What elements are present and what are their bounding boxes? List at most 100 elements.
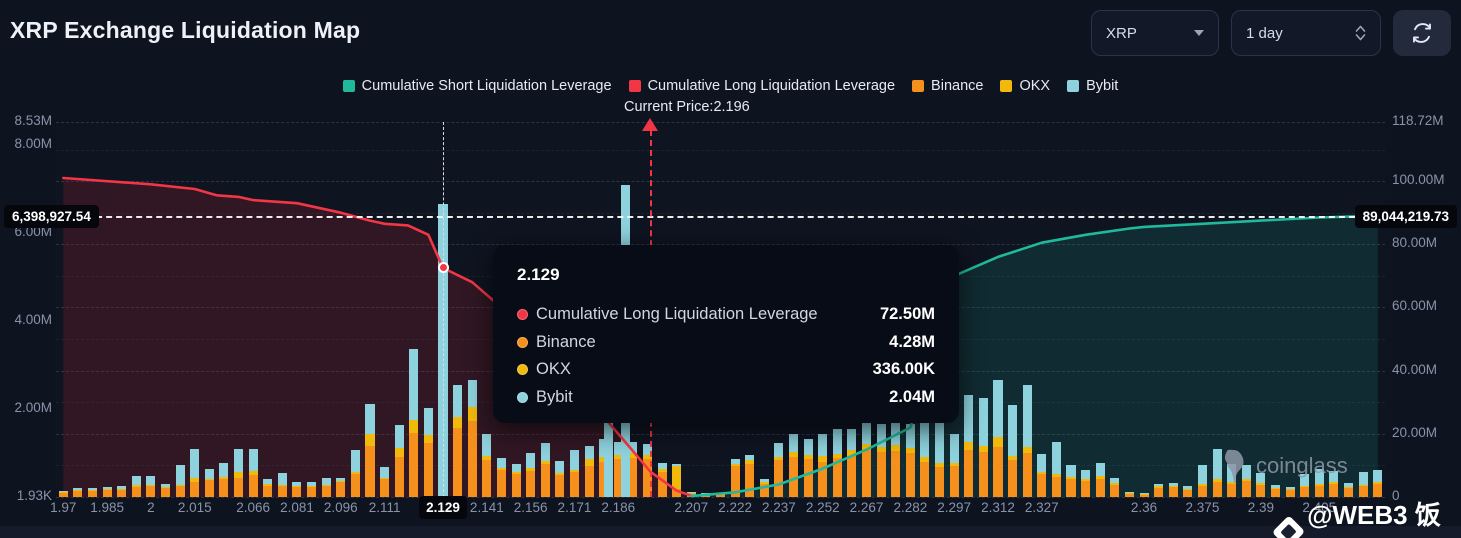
liquidation-bar[interactable] [1022, 385, 1032, 497]
liquidation-bar[interactable] [657, 462, 667, 497]
liquidation-bar[interactable] [788, 433, 799, 497]
liquidation-bar-bybit-tall[interactable] [438, 217, 448, 497]
liquidation-bar[interactable] [745, 454, 755, 497]
liquidation-bar[interactable] [993, 380, 1003, 497]
liquidation-bar[interactable] [234, 448, 244, 497]
liquidation-bar[interactable] [423, 408, 433, 497]
liquidation-bar[interactable] [599, 439, 609, 497]
refresh-button[interactable] [1393, 10, 1451, 56]
liquidation-bar[interactable] [482, 433, 492, 497]
liquidation-bar[interactable] [818, 433, 828, 497]
liquidation-bar[interactable] [672, 464, 682, 497]
liquidation-bar[interactable] [292, 481, 302, 497]
liquidation-bar[interactable] [935, 413, 945, 497]
liquidation-bar[interactable] [336, 478, 346, 497]
legend-item-bybit[interactable]: Bybit [1067, 78, 1118, 94]
liquidation-bar[interactable] [175, 465, 185, 497]
liquidation-bar[interactable] [759, 479, 769, 497]
liquidation-bar[interactable] [584, 446, 594, 497]
liquidation-bar[interactable] [774, 443, 784, 497]
liquidation-bar[interactable] [847, 429, 857, 497]
liquidation-bar[interactable] [146, 476, 156, 497]
liquidation-bar[interactable] [58, 490, 68, 497]
liquidation-bar[interactable] [350, 450, 360, 497]
legend-item-okx[interactable]: OKX [1000, 78, 1050, 94]
liquidation-bar[interactable] [1314, 468, 1324, 497]
liquidation-bar[interactable] [920, 417, 930, 497]
liquidation-bar[interactable] [905, 424, 915, 497]
liquidation-bar[interactable] [380, 467, 390, 497]
liquidation-bar[interactable] [307, 481, 317, 497]
liquidation-bar[interactable] [87, 488, 98, 497]
bar-segment-bybit [745, 454, 755, 461]
liquidation-bar[interactable] [496, 457, 506, 497]
liquidation-bar[interactable] [1168, 482, 1178, 497]
liquidation-bar[interactable] [1008, 404, 1018, 497]
timerange-select[interactable]: 1 day [1231, 10, 1381, 56]
liquidation-bar[interactable] [1270, 485, 1280, 497]
liquidation-bar[interactable] [263, 478, 273, 497]
liquidation-bar[interactable] [876, 424, 886, 497]
liquidation-bar[interactable] [1095, 463, 1105, 497]
bar-segment-binance [409, 432, 419, 497]
liquidation-bar[interactable] [1197, 464, 1207, 497]
liquidation-bar[interactable] [1183, 486, 1193, 497]
liquidation-bar[interactable] [204, 468, 214, 497]
liquidation-bar[interactable] [1285, 486, 1295, 497]
liquidation-bar[interactable] [803, 439, 813, 497]
liquidation-bar[interactable] [409, 349, 419, 497]
liquidation-bar[interactable] [526, 453, 536, 497]
liquidation-bar[interactable] [190, 448, 200, 497]
liquidation-bar[interactable] [730, 459, 740, 497]
liquidation-bar[interactable] [321, 478, 331, 497]
liquidation-bar[interactable] [978, 397, 988, 497]
liquidation-bar[interactable] [1037, 453, 1047, 497]
liquidation-bar[interactable] [1110, 478, 1120, 497]
legend-item-cumulative-long-liquidation-leverage[interactable]: Cumulative Long Liquidation Leverage [628, 78, 895, 94]
liquidation-bar[interactable] [1066, 464, 1076, 497]
liquidation-bar[interactable] [248, 449, 258, 497]
liquidation-bar[interactable] [511, 464, 521, 497]
liquidation-bar[interactable] [1051, 441, 1061, 497]
liquidation-bar[interactable] [1256, 473, 1266, 497]
legend-item-binance[interactable]: Binance [912, 78, 983, 94]
liquidation-bar[interactable] [862, 419, 872, 497]
liquidation-bar[interactable] [365, 403, 375, 497]
liquidation-bar[interactable] [219, 462, 229, 497]
liquidation-bar[interactable] [1212, 448, 1222, 497]
liquidation-bar[interactable] [1154, 483, 1164, 497]
liquidation-bar[interactable] [613, 441, 623, 497]
liquidation-bar[interactable] [949, 433, 959, 497]
liquidation-bar[interactable] [102, 486, 112, 497]
liquidation-bar[interactable] [117, 486, 127, 497]
legend-item-cumulative-short-liquidation-leverage[interactable]: Cumulative Short Liquidation Leverage [342, 78, 612, 94]
liquidation-bar[interactable] [453, 385, 463, 497]
liquidation-bar[interactable] [964, 395, 974, 497]
liquidation-bar[interactable] [1358, 471, 1368, 497]
liquidation-bar[interactable] [467, 380, 477, 497]
liquidation-bar[interactable] [540, 443, 550, 497]
liquidation-bar[interactable] [1124, 492, 1134, 497]
liquidation-bar[interactable] [891, 418, 901, 497]
liquidation-bar[interactable] [161, 483, 171, 497]
liquidation-bar[interactable] [628, 441, 638, 497]
liquidation-bar[interactable] [1343, 482, 1353, 497]
liquidation-bar[interactable] [555, 460, 565, 497]
left-axis-tick-label: 2.00M [14, 400, 52, 416]
liquidation-bar[interactable] [73, 488, 83, 497]
liquidation-bar[interactable] [1329, 471, 1339, 497]
liquidation-bar[interactable] [1227, 464, 1237, 497]
liquidation-bar[interactable] [1373, 470, 1383, 497]
liquidation-bar[interactable] [1300, 473, 1310, 497]
liquidation-bar[interactable] [569, 450, 579, 497]
liquidation-bar[interactable] [1081, 469, 1091, 497]
liquidation-bar[interactable] [131, 476, 141, 497]
symbol-select[interactable]: XRP [1091, 10, 1219, 56]
liquidation-bar[interactable] [642, 444, 652, 497]
bar-segment-binance [394, 456, 404, 497]
liquidation-bar[interactable] [1241, 465, 1251, 497]
liquidation-bar[interactable] [277, 472, 287, 497]
liquidation-bar[interactable] [394, 424, 404, 497]
liquidation-bar[interactable] [832, 429, 842, 497]
liquidation-bar[interactable] [1139, 492, 1149, 497]
